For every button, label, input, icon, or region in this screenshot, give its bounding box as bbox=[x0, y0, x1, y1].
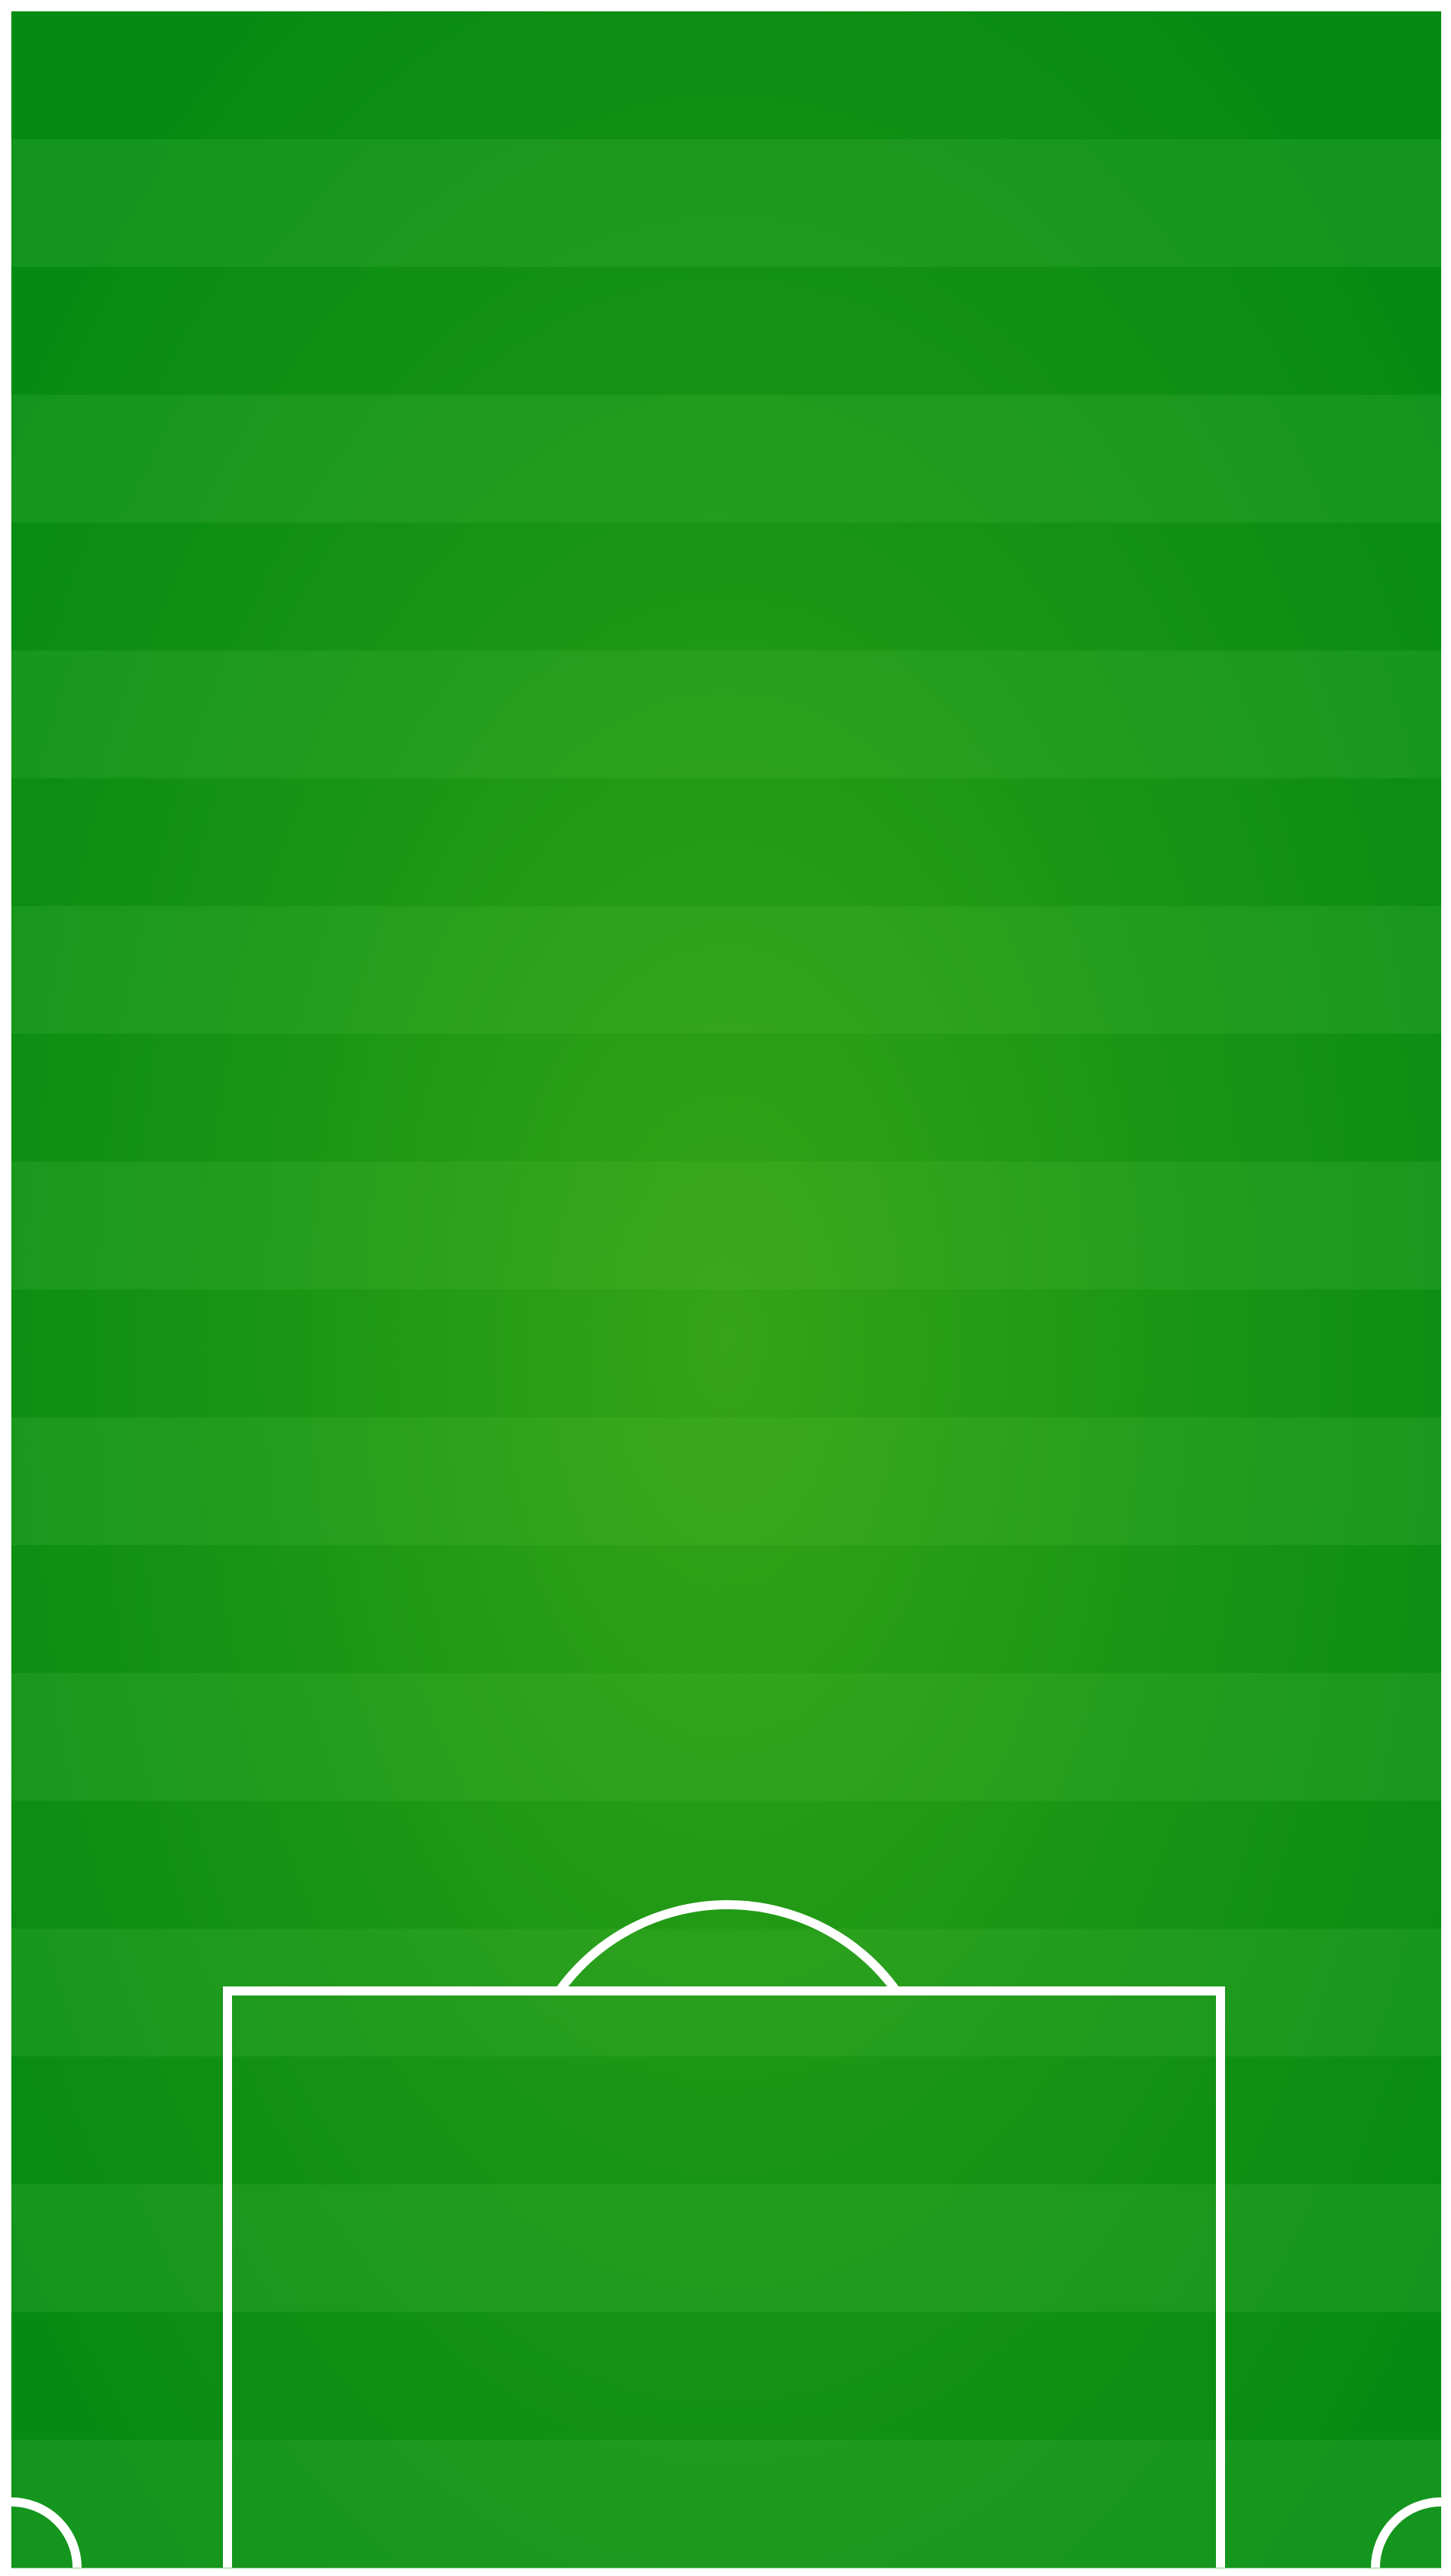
penalty-arc bbox=[555, 1899, 900, 1994]
penalty-box bbox=[223, 1986, 1225, 2568]
corner-arc-right bbox=[1371, 2497, 1442, 2568]
grass-center-glow bbox=[11, 11, 1441, 2568]
pitch-markings bbox=[11, 1899, 1442, 2568]
corner-arc-left bbox=[11, 2497, 82, 2568]
